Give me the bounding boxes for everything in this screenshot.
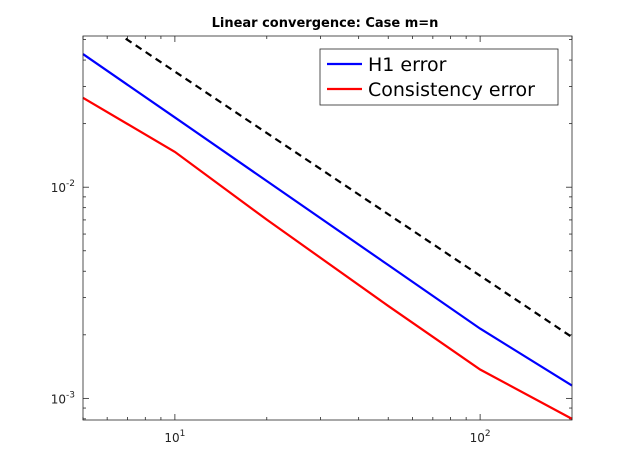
axis-ticks: 101 102 10-2 10-3	[51, 36, 573, 445]
series-line-consistency-error	[82, 96, 573, 420]
chart-title: Linear convergence: Case m=n	[212, 16, 439, 31]
series-group	[82, 37, 573, 420]
x-tick-label: 101	[164, 429, 185, 445]
series-line-h1-error	[82, 53, 573, 387]
legend: H1 error Consistency error	[319, 48, 559, 106]
legend-label: Consistency error	[368, 79, 535, 101]
y-tick-label: 10-2	[51, 179, 75, 195]
y-tick-label: 10-3	[51, 390, 75, 406]
reference-slope-line	[125, 37, 573, 339]
x-tick-label: 102	[470, 429, 491, 445]
legend-box	[319, 48, 559, 106]
legend-label: H1 error	[368, 54, 447, 76]
plot-frame	[82, 35, 573, 421]
